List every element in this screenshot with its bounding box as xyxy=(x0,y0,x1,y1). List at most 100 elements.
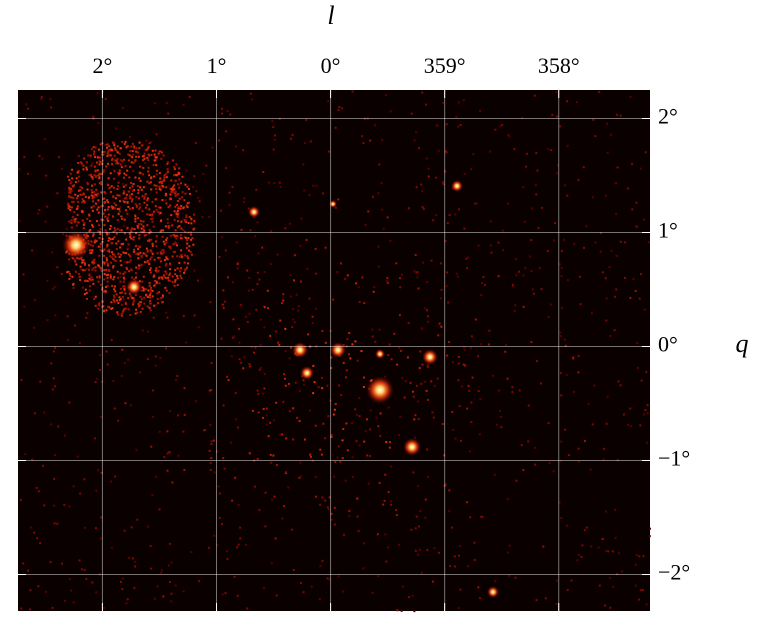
speckle xyxy=(163,176,166,179)
speckle xyxy=(435,176,438,179)
speckle xyxy=(125,266,128,269)
speckle xyxy=(129,254,132,257)
speckle xyxy=(118,256,121,259)
speckle xyxy=(307,333,310,336)
speckle xyxy=(415,384,418,387)
speckle xyxy=(145,293,148,296)
speckle xyxy=(277,341,280,344)
speckle xyxy=(129,233,132,236)
speckle xyxy=(49,98,52,101)
speckle xyxy=(216,544,219,547)
speckle xyxy=(433,547,436,550)
speckle xyxy=(176,226,179,229)
speckle xyxy=(95,591,98,594)
speckle xyxy=(149,271,152,274)
speckle xyxy=(84,195,87,198)
speckle xyxy=(86,188,89,191)
speckle xyxy=(153,153,156,156)
speckle xyxy=(152,389,155,392)
speckle xyxy=(148,269,151,272)
speckle xyxy=(452,428,455,431)
speckle xyxy=(94,266,97,269)
speckle xyxy=(300,217,303,220)
speckle xyxy=(169,410,172,413)
speckle xyxy=(432,416,435,419)
speckle xyxy=(585,225,588,228)
speckle xyxy=(140,144,143,147)
speckle xyxy=(152,164,155,167)
speckle xyxy=(437,551,440,554)
speckle xyxy=(249,229,252,232)
speckle xyxy=(401,585,404,588)
speckle xyxy=(176,374,179,377)
speckle xyxy=(361,276,364,279)
speckle xyxy=(311,322,314,325)
speckle xyxy=(126,201,129,204)
speckle xyxy=(177,192,180,195)
speckle xyxy=(497,275,500,278)
y-tick-label: 2° xyxy=(658,104,678,129)
speckle xyxy=(137,189,140,192)
speckle xyxy=(158,282,161,285)
speckle xyxy=(170,234,173,237)
speckle xyxy=(81,210,84,213)
speckle xyxy=(257,392,260,395)
speckle xyxy=(100,268,103,271)
speckle xyxy=(76,207,79,210)
speckle xyxy=(146,148,149,151)
speckle xyxy=(130,181,133,184)
speckle xyxy=(103,224,106,227)
speckle xyxy=(172,174,175,177)
speckle xyxy=(120,159,123,162)
speckle xyxy=(133,248,136,251)
speckle xyxy=(72,485,75,488)
speckle xyxy=(422,208,425,211)
speckle xyxy=(610,249,613,252)
speckle xyxy=(107,239,110,242)
speckle xyxy=(139,251,142,254)
speckle xyxy=(302,591,305,594)
speckle xyxy=(242,201,245,204)
speckle xyxy=(314,424,317,427)
speckle xyxy=(142,252,145,255)
speckle xyxy=(110,148,113,151)
speckle xyxy=(76,213,79,216)
speckle xyxy=(100,516,103,519)
speckle xyxy=(499,125,502,128)
speckle xyxy=(74,260,77,263)
speckle xyxy=(468,450,471,453)
speckle xyxy=(137,303,140,306)
speckle xyxy=(205,164,208,167)
speckle xyxy=(112,230,115,233)
speckle xyxy=(269,453,272,456)
speckle xyxy=(122,200,125,203)
speckle xyxy=(482,276,485,279)
speckle xyxy=(118,229,121,232)
speckle xyxy=(158,212,161,215)
speckle xyxy=(187,188,190,191)
speckle xyxy=(155,184,158,187)
speckle xyxy=(233,575,236,578)
bright-source xyxy=(329,200,337,208)
speckle xyxy=(112,299,115,302)
speckle xyxy=(362,567,365,570)
speckle xyxy=(619,384,622,387)
speckle xyxy=(177,220,180,223)
speckle xyxy=(114,475,117,478)
speckle xyxy=(330,356,333,359)
speckle xyxy=(112,215,115,218)
speckle xyxy=(433,384,436,387)
speckle xyxy=(124,184,127,187)
speckle xyxy=(133,587,136,590)
speckle xyxy=(120,314,123,317)
speckle xyxy=(103,263,106,266)
speckle xyxy=(522,305,525,308)
speckle xyxy=(178,225,181,228)
speckle xyxy=(231,281,234,284)
speckle xyxy=(108,306,111,309)
speckle xyxy=(184,183,187,186)
speckle xyxy=(180,249,183,252)
speckle xyxy=(263,587,266,590)
speckle xyxy=(190,253,193,256)
speckle xyxy=(143,197,146,200)
